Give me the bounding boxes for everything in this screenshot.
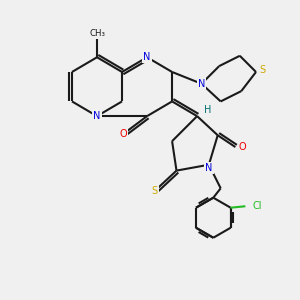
Text: N: N (205, 163, 213, 173)
Text: S: S (152, 186, 158, 196)
Text: CH₃: CH₃ (89, 29, 105, 38)
Text: S: S (260, 65, 266, 76)
Text: N: N (198, 79, 205, 89)
Text: H: H (204, 105, 211, 115)
Text: N: N (143, 52, 151, 62)
Text: N: N (93, 111, 101, 121)
Text: Cl: Cl (252, 201, 262, 211)
Text: O: O (239, 142, 247, 152)
Text: O: O (120, 129, 127, 139)
